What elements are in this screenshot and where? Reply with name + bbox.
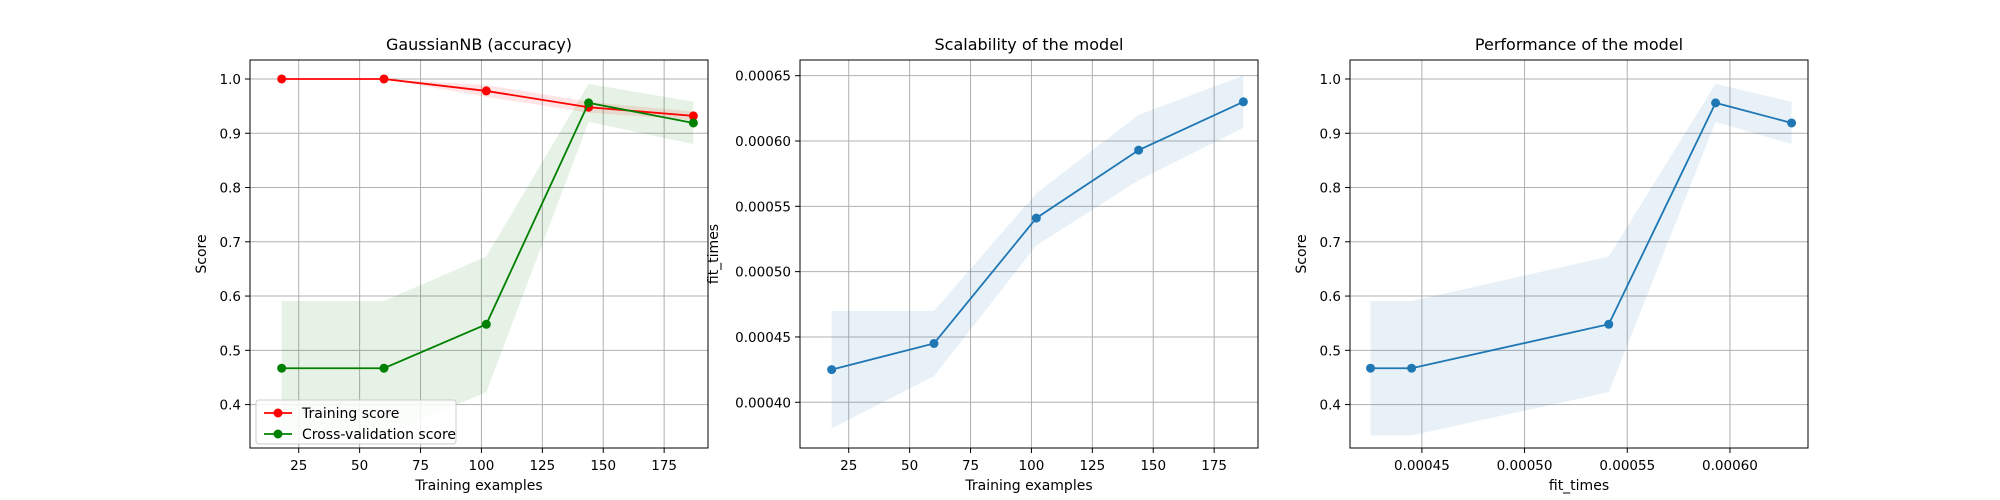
y-tick-label: 0.4 [220,398,241,414]
y-tick-label: 0.6 [1320,289,1341,305]
x-tick-label: 25 [290,458,307,474]
data-point [1366,363,1376,373]
y-tick-label: 0.7 [1320,235,1341,251]
data-point [379,363,389,373]
data-point [688,118,698,128]
x-tick-label: 0.00055 [1599,458,1655,474]
y-tick-label: 0.5 [220,343,241,359]
x-tick-label: 100 [1019,458,1045,474]
x-tick-label: 150 [590,458,616,474]
y-tick-label: 0.8 [1320,181,1341,197]
y-tick-label: 0.00040 [735,395,791,411]
axes-frame [249,59,709,449]
data-point [827,365,837,375]
legend-box [255,399,457,445]
y-tick-label: 0.9 [1320,126,1341,142]
x-tick-label: 100 [469,458,495,474]
y-tick-label: 0.4 [1320,398,1341,414]
chart-panel-3: 0.00045 0.00050 0.00055 0.00060 0.4 0.5 0.6 0.7… [1294,35,1809,494]
axes-frame [1349,59,1809,449]
y-tick-label: 0.9 [220,126,241,142]
y-tick-label: 0.5 [1320,343,1341,359]
legend-swatch-marker [273,429,283,439]
x-tick-label: 0.00050 [1497,458,1553,474]
chart-panel-2: 25 50 75 100 125 150 175 0.00040 0.00045 0.00050 0… [706,35,1259,494]
data-point [584,98,594,108]
confidence-band [281,83,694,436]
data-point [481,319,491,329]
y-axis-label: Score [1294,234,1310,273]
x-axis-label: Training examples [414,478,542,494]
chart-panel-1: 25 50 75 100 125 150 175 0.4 0.5 0.6 0.7 0.8 0.9 1.0 G… [194,35,709,494]
y-tick-label: 1.0 [220,72,241,88]
x-tick-label: 75 [412,458,429,474]
data-point [1711,98,1721,108]
data-point [277,363,287,373]
x-tick-label: 25 [840,458,857,474]
x-axis-label: fit_times [1549,478,1609,494]
chart-title: Scalability of the model [935,35,1124,54]
x-tick-label: 75 [962,458,979,474]
x-tick-label: 0.00045 [1394,458,1450,474]
y-tick-label: 0.7 [220,235,241,251]
data-point [1238,97,1248,107]
data-point [929,338,939,348]
x-tick-label: 50 [901,458,918,474]
x-tick-label: 175 [1201,458,1227,474]
x-tick-label: 125 [529,458,555,474]
x-tick-label: 0.00060 [1702,458,1758,474]
y-tick-label: 0.00060 [735,134,791,150]
y-tick-label: 0.6 [220,289,241,305]
data-point [1407,363,1417,373]
chart-title: GaussianNB (accuracy) [386,35,572,54]
legend-swatch-marker [273,408,283,418]
y-tick-label: 0.00055 [735,199,791,215]
x-tick-label: 125 [1079,458,1105,474]
x-axis-label: Training examples [964,478,1092,494]
y-tick-label: 1.0 [1320,72,1341,88]
data-point [1031,213,1041,223]
y-tick-label: 0.00045 [735,330,791,346]
data-point [1604,319,1614,329]
axes-frame [799,59,1259,449]
data-point [481,86,491,96]
x-tick-label: 50 [351,458,368,474]
legend: Training score Cross-validation score [255,399,457,445]
data-point [1787,118,1797,128]
data-point [277,74,287,84]
data-point [1134,145,1144,155]
y-tick-label: 0.00065 [735,69,791,85]
legend-label: Training score [301,406,399,422]
y-tick-label: 0.00050 [735,265,791,281]
y-axis-label: Score [194,234,210,273]
x-tick-label: 175 [651,458,677,474]
y-tick-label: 0.8 [220,181,241,197]
chart-title: Performance of the model [1475,35,1683,54]
legend-label: Cross-validation score [302,427,456,443]
confidence-band [1370,83,1792,436]
x-tick-label: 150 [1140,458,1166,474]
y-axis-label: fit_times [706,224,722,284]
data-point [379,74,389,84]
data-point [688,111,698,121]
